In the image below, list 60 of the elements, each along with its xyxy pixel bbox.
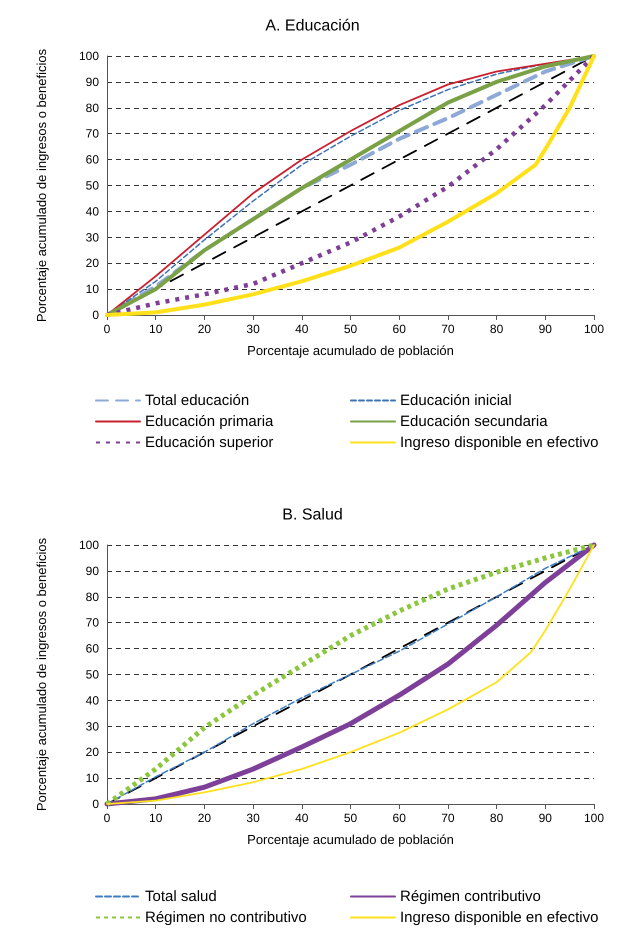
- y-tick-label: 20: [86, 256, 100, 270]
- x-tick-label: 10: [149, 811, 163, 825]
- y-tick-label: 80: [86, 100, 100, 115]
- y-tick-label: 10: [86, 771, 100, 786]
- x-tick-label: 20: [198, 811, 212, 825]
- x-tick-label: 50: [344, 322, 358, 336]
- y-tick-label: 60: [86, 642, 100, 656]
- legend-label: Total salud: [145, 888, 217, 905]
- y-tick-label: 70: [86, 126, 100, 141]
- y-axis-title: Porcentaje acumulado de ingresos o beneficios: [34, 537, 49, 812]
- chart-title: B. Salud: [282, 506, 343, 524]
- x-tick-label: 50: [344, 811, 358, 825]
- x-axis-title: Porcentaje acumulado de población: [247, 343, 454, 358]
- x-tick-label: 100: [584, 322, 604, 336]
- y-tick-label: 20: [86, 745, 100, 760]
- y-tick-label: 90: [86, 74, 100, 89]
- x-tick-label: 30: [246, 322, 260, 336]
- legend-label: Ingreso disponible en efectivo: [400, 434, 598, 451]
- x-tick-label: 70: [441, 322, 455, 336]
- x-tick-label: 90: [538, 811, 552, 825]
- y-tick-label: 100: [78, 538, 100, 552]
- y-tick-label: 40: [86, 693, 100, 708]
- y-tick-label: 30: [86, 230, 100, 244]
- y-tick-label: 50: [86, 668, 100, 682]
- legend-label: Educación secundaria: [400, 413, 548, 430]
- x-axis-title: Porcentaje acumulado de población: [247, 832, 454, 847]
- legend-label: Educación superior: [145, 434, 274, 451]
- x-tick-label: 90: [538, 322, 552, 336]
- y-tick-label: 0: [92, 308, 100, 322]
- x-tick-label: 80: [490, 811, 504, 825]
- legend-label: Educación inicial: [400, 392, 512, 409]
- legend-label: Educación primaria: [145, 413, 274, 430]
- legend-label: Ingreso disponible en efectivo: [400, 909, 598, 926]
- y-tick-label: 30: [86, 719, 100, 734]
- x-tick-label: 0: [104, 322, 111, 336]
- x-tick-label: 100: [584, 811, 604, 825]
- y-tick-label: 80: [86, 590, 100, 604]
- x-tick-label: 40: [295, 811, 309, 825]
- y-tick-label: 90: [86, 564, 100, 578]
- y-tick-label: 50: [86, 178, 100, 192]
- y-tick-label: 40: [86, 204, 100, 218]
- x-tick-label: 80: [490, 322, 504, 336]
- legend-label: Total educación: [145, 392, 250, 409]
- y-tick-label: 60: [86, 152, 100, 167]
- y-tick-label: 70: [86, 616, 100, 630]
- chart-title: A. Educación: [265, 18, 360, 34]
- legend-label: Régimen contributivo: [400, 888, 541, 905]
- y-axis-title: Porcentaje acumulado de ingresos o beneficios: [34, 48, 49, 322]
- x-tick-label: 60: [392, 811, 406, 825]
- y-tick-label: 0: [92, 797, 100, 811]
- y-tick-label: 100: [78, 49, 100, 63]
- legend-label: Régimen no contributivo: [145, 909, 307, 926]
- x-tick-label: 70: [441, 811, 455, 825]
- x-tick-label: 0: [104, 811, 111, 825]
- x-tick-label: 30: [246, 811, 260, 825]
- y-tick-label: 10: [86, 282, 100, 296]
- x-tick-label: 40: [295, 322, 309, 336]
- x-tick-label: 60: [392, 322, 406, 336]
- x-tick-label: 10: [149, 322, 163, 336]
- x-tick-label: 20: [198, 322, 212, 336]
